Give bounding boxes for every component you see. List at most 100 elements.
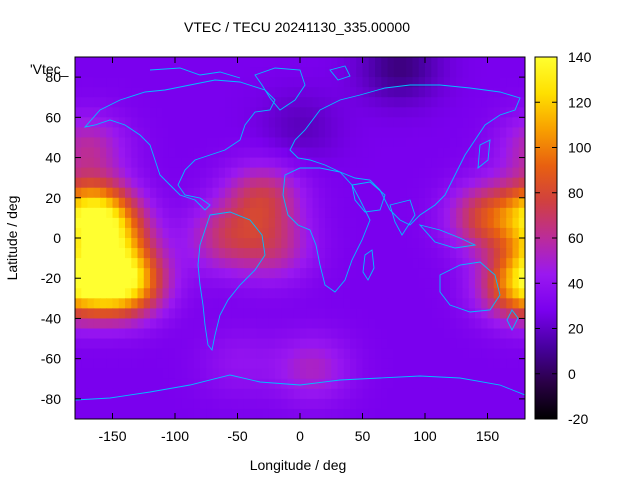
heatmap-cell: [312, 157, 320, 169]
heatmap-cell: [356, 288, 364, 299]
heatmap-cell: [131, 408, 139, 419]
heatmap-cell: [443, 408, 451, 419]
heatmap-cell: [275, 157, 282, 169]
heatmap-cell: [393, 358, 401, 370]
heatmap-cell: [243, 207, 251, 219]
heatmap-cell: [412, 298, 420, 309]
heatmap-cell: [281, 288, 289, 299]
heatmap-cell: [218, 97, 226, 108]
heatmap-cell: [318, 248, 326, 259]
heatmap-cell: [406, 398, 414, 410]
heatmap-cell: [375, 348, 382, 360]
heatmap-cell: [387, 157, 395, 169]
heatmap-cell: [256, 207, 264, 219]
heatmap-cell: [206, 278, 214, 289]
heatmap-cell: [343, 338, 351, 350]
coastline-arctic-islands: [149, 67, 241, 79]
heatmap-cell: [406, 238, 414, 249]
heatmap-cell: [418, 217, 426, 229]
heatmap-cell: [131, 378, 139, 390]
heatmap-cell: [350, 298, 357, 309]
heatmap-cell: [250, 197, 257, 209]
heatmap-cell: [206, 248, 214, 259]
heatmap-cell: [500, 298, 507, 309]
heatmap-cell: [400, 217, 407, 229]
heatmap-cell: [393, 278, 401, 289]
heatmap-cell: [156, 57, 164, 68]
heatmap-cell: [481, 388, 489, 400]
heatmap-cell: [300, 217, 307, 229]
heatmap-cell: [300, 77, 307, 88]
heatmap-cell: [81, 368, 89, 380]
heatmap-cell: [162, 238, 170, 249]
heatmap-cell: [162, 57, 170, 68]
heatmap-cell: [437, 157, 445, 169]
heatmap-cell: [318, 358, 326, 370]
heatmap-cell: [425, 177, 432, 189]
heatmap-cell: [131, 328, 139, 340]
heatmap-cell: [100, 318, 107, 330]
heatmap-cell: [381, 157, 389, 169]
heatmap-cell: [225, 157, 232, 169]
heatmap-cell: [206, 207, 214, 219]
heatmap-cell: [512, 107, 520, 118]
heatmap-cell: [268, 157, 276, 169]
heatmap-cell: [368, 298, 376, 309]
heatmap-cell: [112, 117, 120, 128]
heatmap-cell: [518, 318, 525, 330]
heatmap-cell: [431, 338, 439, 350]
heatmap-cell: [125, 127, 132, 139]
heatmap-cell: [462, 258, 470, 269]
heatmap-cell: [287, 197, 295, 209]
heatmap-cell: [506, 328, 514, 340]
coastline-antarctica: [75, 374, 525, 401]
heatmap-cell: [318, 388, 326, 400]
heatmap-cell: [237, 398, 245, 410]
heatmap-cell: [481, 338, 489, 350]
heatmap-cell: [362, 288, 370, 299]
heatmap-cell: [456, 207, 464, 219]
heatmap-cell: [343, 378, 351, 390]
heatmap-cell: [306, 258, 314, 269]
heatmap-cell: [250, 328, 257, 340]
heatmap-cell: [231, 217, 239, 229]
heatmap-cell: [87, 358, 95, 370]
heatmap-cell: [443, 147, 451, 159]
heatmap-cell: [256, 227, 264, 239]
heatmap-cell: [162, 368, 170, 380]
heatmap-cell: [462, 288, 470, 299]
heatmap-cell: [437, 348, 445, 360]
heatmap-cell: [412, 197, 420, 209]
heatmap-cell: [75, 147, 82, 159]
heatmap-cell: [256, 328, 264, 340]
colorbar-tick-label: 80: [568, 185, 584, 201]
heatmap-cell: [343, 137, 351, 149]
heatmap-cell: [231, 167, 239, 179]
heatmap-cell: [325, 408, 332, 419]
heatmap-cell: [156, 358, 164, 370]
heatmap-cell: [100, 137, 107, 149]
heatmap-cell: [87, 127, 95, 139]
heatmap-cell: [175, 368, 182, 380]
heatmap-cell: [187, 227, 195, 239]
heatmap-cell: [81, 258, 89, 269]
heatmap-cell: [337, 298, 345, 309]
heatmap-cell: [112, 207, 120, 219]
heatmap-cell: [281, 278, 289, 289]
heatmap-cell: [112, 67, 120, 78]
heatmap-cell: [206, 177, 214, 189]
heatmap-cell: [225, 268, 232, 279]
heatmap-cell: [137, 167, 145, 179]
heatmap-cell: [350, 87, 357, 98]
heatmap-cell: [331, 358, 339, 370]
heatmap-cell: [100, 217, 107, 229]
heatmap-cell: [262, 338, 270, 350]
heatmap-cell: [162, 248, 170, 259]
heatmap-cell: [175, 298, 182, 309]
heatmap-cell: [218, 57, 226, 68]
heatmap-cell: [387, 227, 395, 239]
heatmap-cell: [468, 288, 476, 299]
heatmap-cell: [487, 388, 495, 400]
heatmap-cell: [306, 127, 314, 139]
heatmap-cell: [487, 278, 495, 289]
